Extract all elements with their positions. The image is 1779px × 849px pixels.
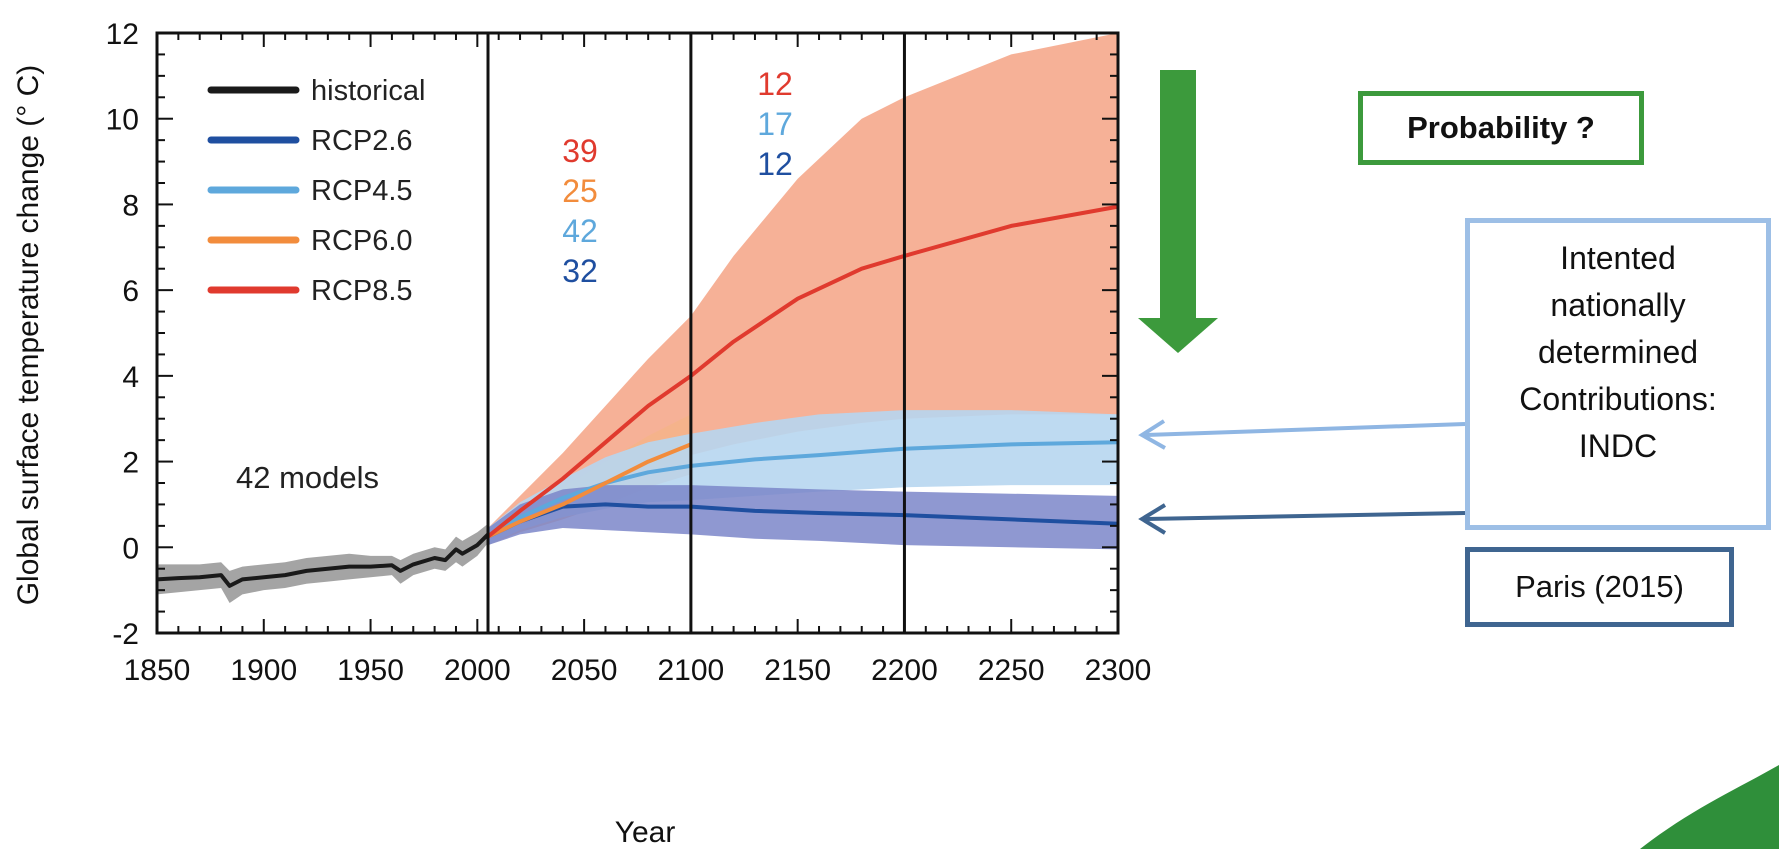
x-tick-label: 2050 bbox=[551, 654, 618, 687]
probability-label: Probability ? bbox=[1407, 110, 1595, 145]
indc-box: Intented nationally determined Contribut… bbox=[1465, 218, 1771, 530]
y-axis-title: Global surface temperature change (° C) bbox=[12, 65, 45, 606]
x-tick-label: 2100 bbox=[658, 654, 725, 687]
model-count-value: 17 bbox=[757, 106, 793, 142]
legend-label-rcp2-6: RCP2.6 bbox=[311, 125, 413, 157]
x-axis-title: Year bbox=[615, 816, 676, 849]
decorative-swoosh bbox=[1640, 765, 1779, 849]
model-count-value: 25 bbox=[562, 173, 598, 209]
x-tick-label: 2300 bbox=[1085, 654, 1152, 687]
legend-label-historical: historical bbox=[311, 75, 425, 107]
probability-box: Probability ? bbox=[1358, 91, 1644, 165]
y-tick-label: 6 bbox=[122, 275, 139, 308]
x-tick-label: 1900 bbox=[230, 654, 297, 687]
paris-arrow-line bbox=[1145, 511, 1466, 521]
y-tick-label: 8 bbox=[122, 189, 139, 222]
y-tick-label: 2 bbox=[122, 447, 139, 480]
legend: historical RCP2.6 RCP4.5 RCP6.0 RCP8.5 bbox=[207, 75, 425, 307]
indc-arrow-head bbox=[1138, 419, 1166, 450]
legend-label-rcp4-5: RCP4.5 bbox=[311, 175, 413, 207]
model-count-value: 12 bbox=[757, 146, 793, 182]
paris-arrow-head bbox=[1138, 503, 1167, 535]
indc-line: determined bbox=[1537, 334, 1699, 370]
x-tick-label: 2150 bbox=[764, 654, 831, 687]
x-tick-label: 1950 bbox=[337, 654, 404, 687]
y-tick-label: 0 bbox=[122, 532, 139, 565]
x-tick-label: 1850 bbox=[124, 654, 191, 687]
indc-arrow-line bbox=[1145, 422, 1466, 437]
x-tick-label: 2200 bbox=[871, 654, 938, 687]
axis-tick-labels: 1850 1900 1950 2000 2050 2100 2150 2200 2250 2300… bbox=[106, 18, 1152, 687]
y-tick-label: 4 bbox=[122, 361, 139, 394]
indc-line: Intented bbox=[1560, 240, 1676, 276]
probability-arrow-shaft bbox=[1160, 70, 1196, 320]
period-divider-lines bbox=[486, 33, 906, 633]
indc-line: Contributions: bbox=[1519, 381, 1717, 417]
line-historical bbox=[156, 532, 490, 588]
line-rcp8-5 bbox=[486, 204, 1119, 539]
model-count-value: 42 bbox=[562, 213, 598, 249]
model-count-value: 12 bbox=[757, 66, 793, 102]
y-tick-label: 12 bbox=[106, 18, 139, 51]
line-rcp6-0 bbox=[487, 442, 692, 539]
paris-label: Paris (2015) bbox=[1515, 569, 1684, 604]
band-rcp2-6 bbox=[488, 485, 1118, 550]
y-tick-label: -2 bbox=[112, 618, 139, 651]
x-tick-label: 2250 bbox=[978, 654, 1045, 687]
model-count-value: 39 bbox=[562, 133, 598, 169]
axis-ticks bbox=[156, 32, 1119, 634]
model-count-value: 32 bbox=[562, 253, 598, 289]
band-rcp4-5 bbox=[488, 410, 1118, 546]
legend-label-rcp6-0: RCP6.0 bbox=[311, 225, 413, 257]
band-historical bbox=[157, 523, 488, 603]
legend-label-rcp8-5: RCP8.5 bbox=[311, 275, 413, 307]
x-tick-label: 2000 bbox=[444, 654, 511, 687]
band-rcp8-5 bbox=[488, 33, 1118, 546]
probability-arrow-head bbox=[1138, 318, 1218, 353]
indc-line: INDC bbox=[1578, 428, 1658, 464]
annotation-arrows bbox=[1138, 70, 1466, 535]
y-tick-label: 10 bbox=[106, 104, 139, 137]
indc-line: nationally bbox=[1550, 287, 1686, 323]
uncertainty-bands bbox=[157, 33, 1118, 603]
model-counts: 39 25 42 32 12 17 12 bbox=[562, 66, 793, 289]
model-count-label: 42 models bbox=[236, 460, 379, 495]
paris-box: Paris (2015) bbox=[1465, 547, 1734, 627]
